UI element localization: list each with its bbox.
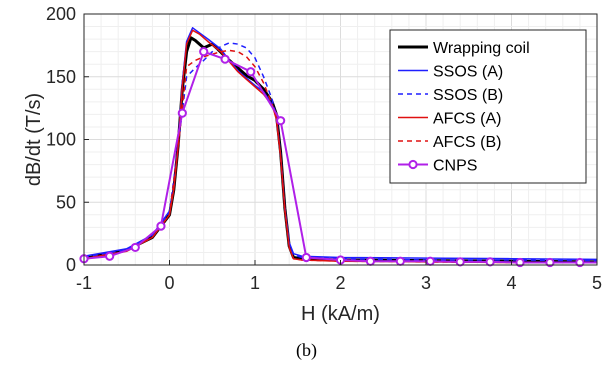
x-tick-label: 1	[250, 273, 260, 293]
series-point-cnps	[515, 257, 525, 268]
y-tick-label: 150	[46, 67, 76, 87]
series-line-cnps	[83, 50, 597, 264]
legend-marker-cnps	[408, 159, 418, 170]
series-point-cnps	[485, 257, 495, 267]
figure-caption: (b)	[296, 340, 317, 360]
series-point-cnps	[455, 257, 465, 267]
legend: Wrapping coil SSOS (A) SSOS (B) AFCS (A) AFC…	[389, 29, 587, 184]
series-point-cnps	[395, 256, 405, 266]
y-tick-label: 0	[66, 255, 76, 275]
series-point-cnps	[220, 54, 230, 64]
series-point-cnps	[246, 67, 256, 77]
series-point-cnps	[199, 47, 209, 57]
legend-label-ssos-a: SSOS (A)	[433, 64, 503, 81]
series-line-afcs-b	[83, 49, 597, 264]
x-tick-label: 0	[164, 273, 174, 293]
y-tick-label: 50	[56, 192, 76, 212]
series-point-cnps	[365, 256, 376, 266]
series-layer	[79, 27, 598, 268]
series-point-cnps	[156, 221, 166, 231]
series-point-cnps	[130, 242, 140, 253]
legend-box	[389, 29, 587, 184]
series-point-cnps	[425, 256, 435, 266]
series-point-cnps	[177, 108, 187, 118]
legend-label-cnps: CNPS	[433, 158, 477, 175]
series-point-cnps	[575, 257, 585, 268]
series-point-cnps	[276, 116, 286, 126]
series-point-cnps	[545, 257, 555, 268]
legend-label-afcs-b: AFCS (B)	[433, 134, 501, 151]
series-point-cnps	[301, 252, 311, 263]
y-axis-label: dB/dt (T/s)	[23, 93, 45, 186]
y-tick-label: 200	[46, 4, 76, 24]
y-tick-label: 100	[46, 130, 76, 150]
series-point-cnps	[105, 251, 115, 261]
legend-label-afcs-a: AFCS (A)	[433, 111, 501, 128]
legend-label-wrapping-coil: Wrapping coil	[433, 40, 530, 57]
x-tick-label: 5	[592, 273, 602, 293]
x-tick-label: -1	[76, 273, 92, 293]
legend-label-ssos-b: SSOS (B)	[433, 87, 503, 104]
x-tick-label: 2	[335, 273, 345, 293]
x-axis-label: H (kA/m)	[301, 303, 380, 325]
x-tick-label: 4	[506, 273, 516, 293]
x-tick-label: 3	[421, 273, 431, 293]
